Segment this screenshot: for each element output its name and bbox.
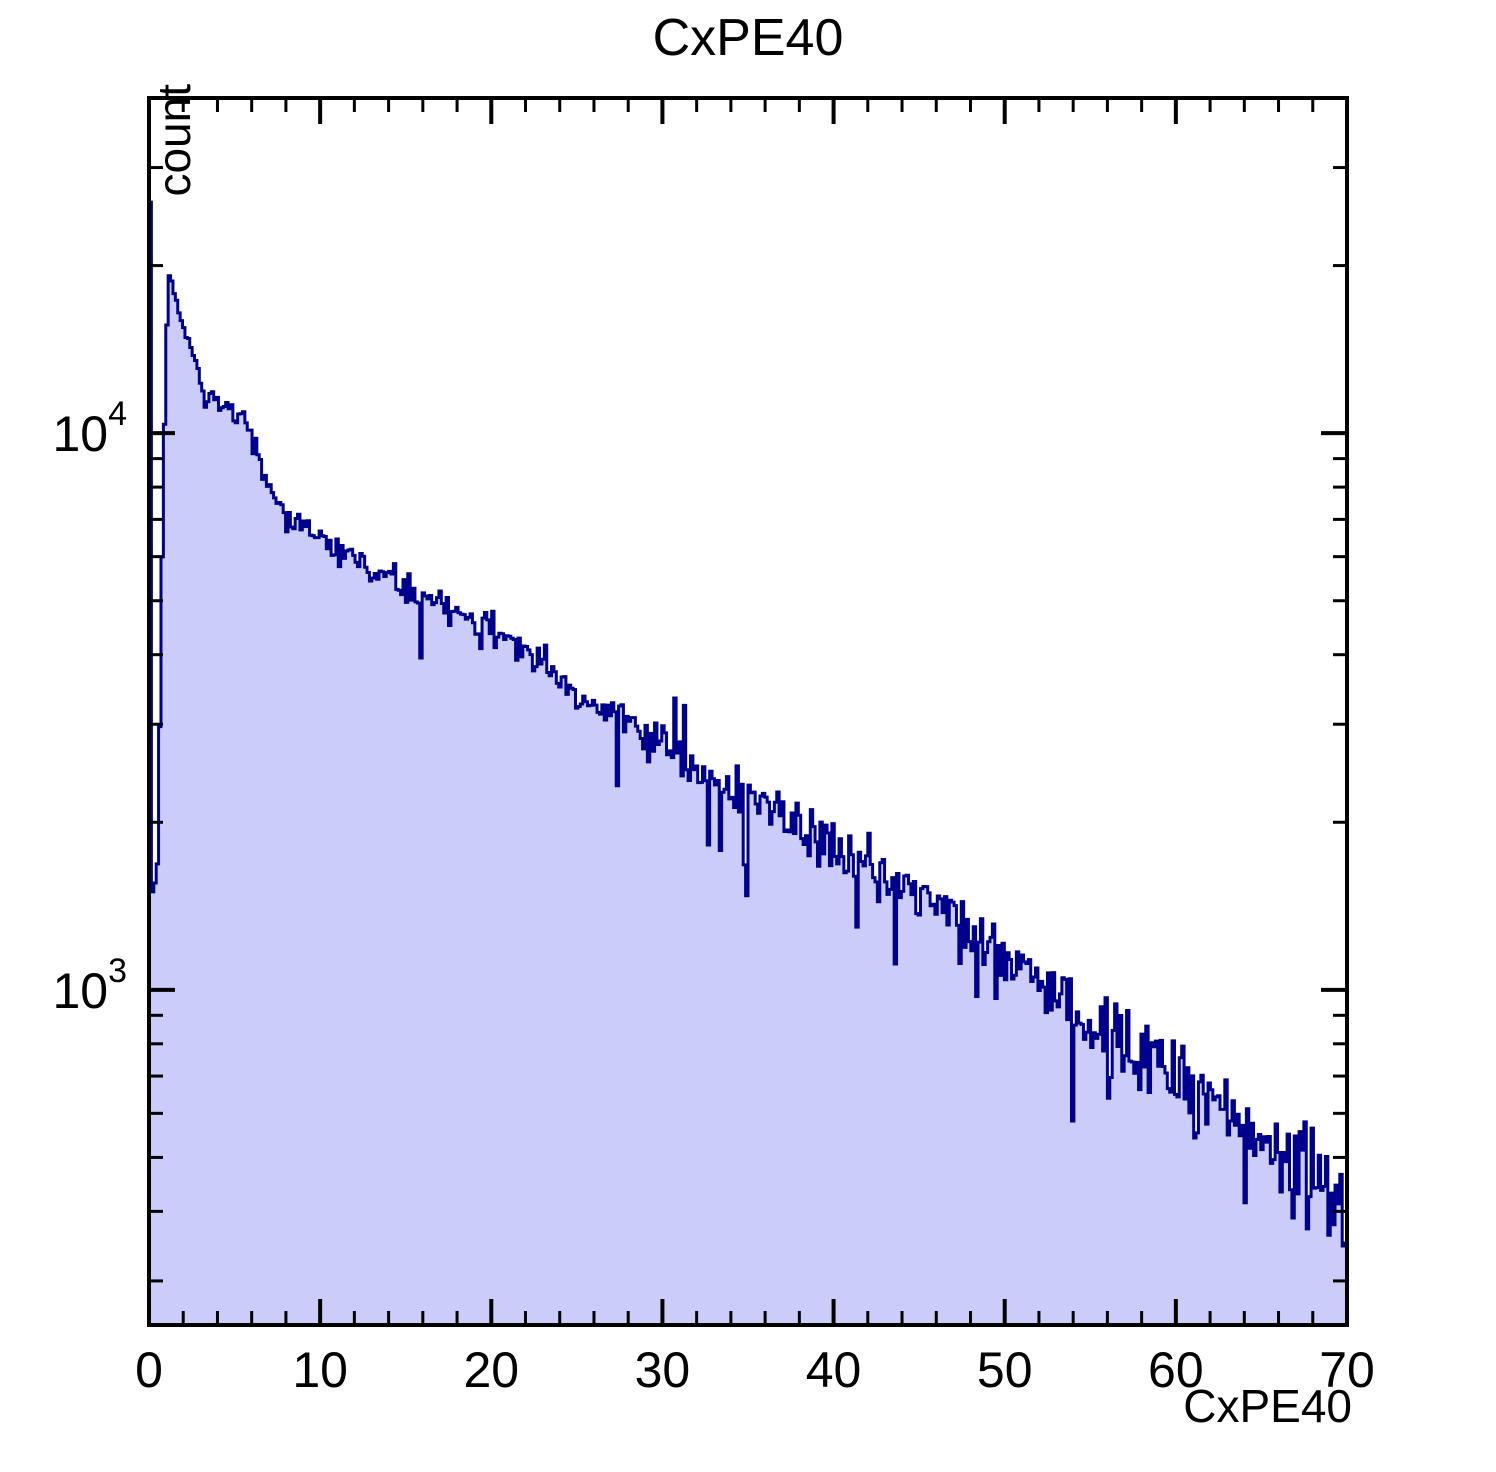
y-tick-label: 104 [52, 395, 127, 462]
axis-frame [147, 96, 1349, 1327]
x-tick-labels: 0 10 20 30 40 50 60 70 [135, 1342, 1375, 1398]
x-tick-label: 50 [977, 1342, 1033, 1398]
y-tick-labels: 103 104 [52, 395, 127, 1019]
x-tick-label: 40 [806, 1342, 862, 1398]
x-tick-label: 10 [292, 1342, 348, 1398]
histogram-fill [149, 202, 1347, 1325]
x-tick-label: 70 [1319, 1342, 1375, 1398]
x-tick-label: 0 [135, 1342, 163, 1398]
page-title: CxPE40 [652, 9, 844, 67]
x-tick-label: 30 [635, 1342, 691, 1398]
axis-ticks [147, 96, 1349, 1325]
x-tick-label: 60 [1148, 1342, 1204, 1398]
x-tick-label: 20 [463, 1342, 519, 1398]
x-axis-title: CxPE40 [1183, 1380, 1352, 1432]
y-tick-label: 103 [52, 952, 127, 1019]
histogram-outline [149, 200, 1347, 1248]
